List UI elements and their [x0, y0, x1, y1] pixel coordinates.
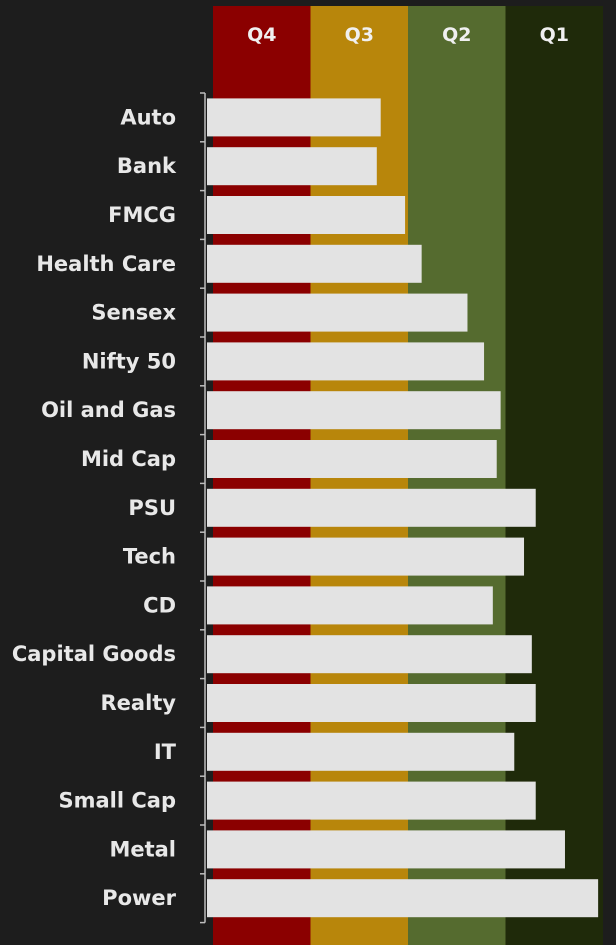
- category-label: Mid Cap: [81, 447, 176, 471]
- category-label: Realty: [100, 691, 176, 715]
- bar-tech: [207, 537, 525, 576]
- bars: [207, 98, 599, 918]
- bar-health-care: [207, 244, 422, 283]
- category-label: Capital Goods: [12, 642, 176, 666]
- category-axis: [200, 92, 206, 924]
- category-label: Oil and Gas: [41, 398, 176, 422]
- bar-it: [207, 732, 515, 771]
- category-label: PSU: [128, 496, 176, 520]
- bar-cd: [207, 586, 493, 625]
- category-label: IT: [154, 740, 177, 764]
- bar-nifty-50: [207, 342, 485, 381]
- quartile-labels: Q4 Q3 Q2 Q1: [247, 24, 569, 46]
- category-label: Metal: [109, 837, 176, 861]
- category-label: Small Cap: [59, 789, 177, 813]
- category-label: FMCG: [108, 203, 176, 227]
- bar-bank: [207, 147, 377, 186]
- bar-realty: [207, 684, 536, 722]
- bar-mid-cap: [207, 440, 497, 478]
- bar-auto: [207, 98, 381, 137]
- bar-sensex: [207, 293, 468, 332]
- category-label: Power: [102, 886, 176, 910]
- bar-fmcg: [207, 196, 406, 234]
- bar-metal: [207, 830, 565, 869]
- bar-oil-and-gas: [207, 391, 501, 430]
- category-label: Nifty 50: [82, 349, 176, 373]
- category-label: CD: [143, 593, 176, 617]
- category-label: Auto: [120, 105, 176, 129]
- band-label-q4: Q4: [247, 24, 276, 46]
- band-label-q3: Q3: [345, 24, 374, 46]
- category-label: Bank: [117, 154, 177, 178]
- bar-psu: [207, 488, 536, 527]
- category-label: Sensex: [91, 301, 176, 325]
- category-label: Health Care: [36, 252, 176, 276]
- bar-power: [207, 879, 599, 918]
- category-labels: Auto Bank FMCG Health Care Sensex Nifty 50 Oil…: [12, 105, 177, 910]
- band-label-q2: Q2: [442, 24, 471, 46]
- category-label: Tech: [123, 545, 176, 569]
- band-label-q1: Q1: [540, 24, 569, 46]
- bar-small-cap: [207, 781, 536, 820]
- bar-capital-goods: [207, 635, 532, 674]
